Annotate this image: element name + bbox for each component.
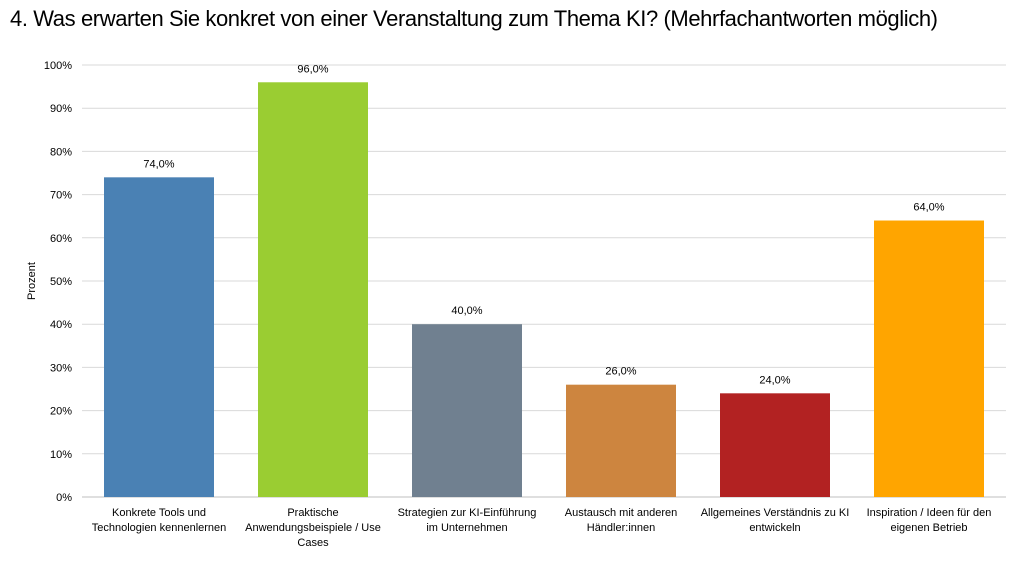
y-tick-label: 90% bbox=[50, 103, 72, 115]
bars bbox=[104, 82, 984, 497]
data-label: 26,0% bbox=[605, 366, 636, 378]
x-category-label: Strategien zur KI-Einführung im Unterneh… bbox=[397, 507, 537, 534]
y-tick-label: 40% bbox=[50, 319, 72, 331]
gridlines bbox=[82, 64, 1006, 498]
y-tick-label: 20% bbox=[50, 406, 72, 418]
data-label: 74,0% bbox=[143, 158, 174, 170]
x-category-label: Praktische Anwendungsbeispiele / Use Cas… bbox=[245, 507, 381, 549]
bar bbox=[104, 177, 214, 497]
data-label: 40,0% bbox=[451, 305, 482, 317]
y-tick-label: 80% bbox=[50, 146, 72, 158]
x-category-label: Inspiration / Ideen für den eigenen Betr… bbox=[866, 507, 992, 534]
y-axis-ticks: 0% 10% 20% 30% 40% 50% 60% 70% 80% 90% 100% bbox=[44, 60, 72, 504]
bar bbox=[566, 384, 676, 497]
x-category-label: Austausch mit anderen Händler:innen bbox=[564, 507, 678, 534]
chart-title: 4. Was erwarten Sie konkret von einer Ve… bbox=[10, 6, 938, 31]
y-tick-label: 60% bbox=[50, 233, 72, 245]
y-tick-label: 50% bbox=[50, 276, 72, 288]
bar bbox=[258, 82, 368, 497]
bar bbox=[874, 220, 984, 497]
data-label: 64,0% bbox=[913, 202, 944, 214]
bar bbox=[720, 393, 830, 497]
y-tick-label: 70% bbox=[50, 190, 72, 202]
data-label: 96,0% bbox=[297, 63, 328, 75]
y-tick-label: 0% bbox=[56, 492, 72, 504]
data-labels: 74,0% 96,0% 40,0% 26,0% 24,0% 64,0% bbox=[143, 63, 944, 386]
x-category-label: Konkrete Tools und Technologien kennenle… bbox=[91, 507, 227, 534]
x-category-label: Allgemeines Verständnis zu KI entwickeln bbox=[700, 507, 850, 534]
y-tick-label: 30% bbox=[50, 362, 72, 374]
y-axis-label: Prozent bbox=[26, 262, 38, 300]
y-tick-label: 10% bbox=[50, 449, 72, 461]
data-label: 24,0% bbox=[759, 374, 790, 386]
y-tick-label: 100% bbox=[44, 60, 72, 72]
bar bbox=[412, 324, 522, 497]
